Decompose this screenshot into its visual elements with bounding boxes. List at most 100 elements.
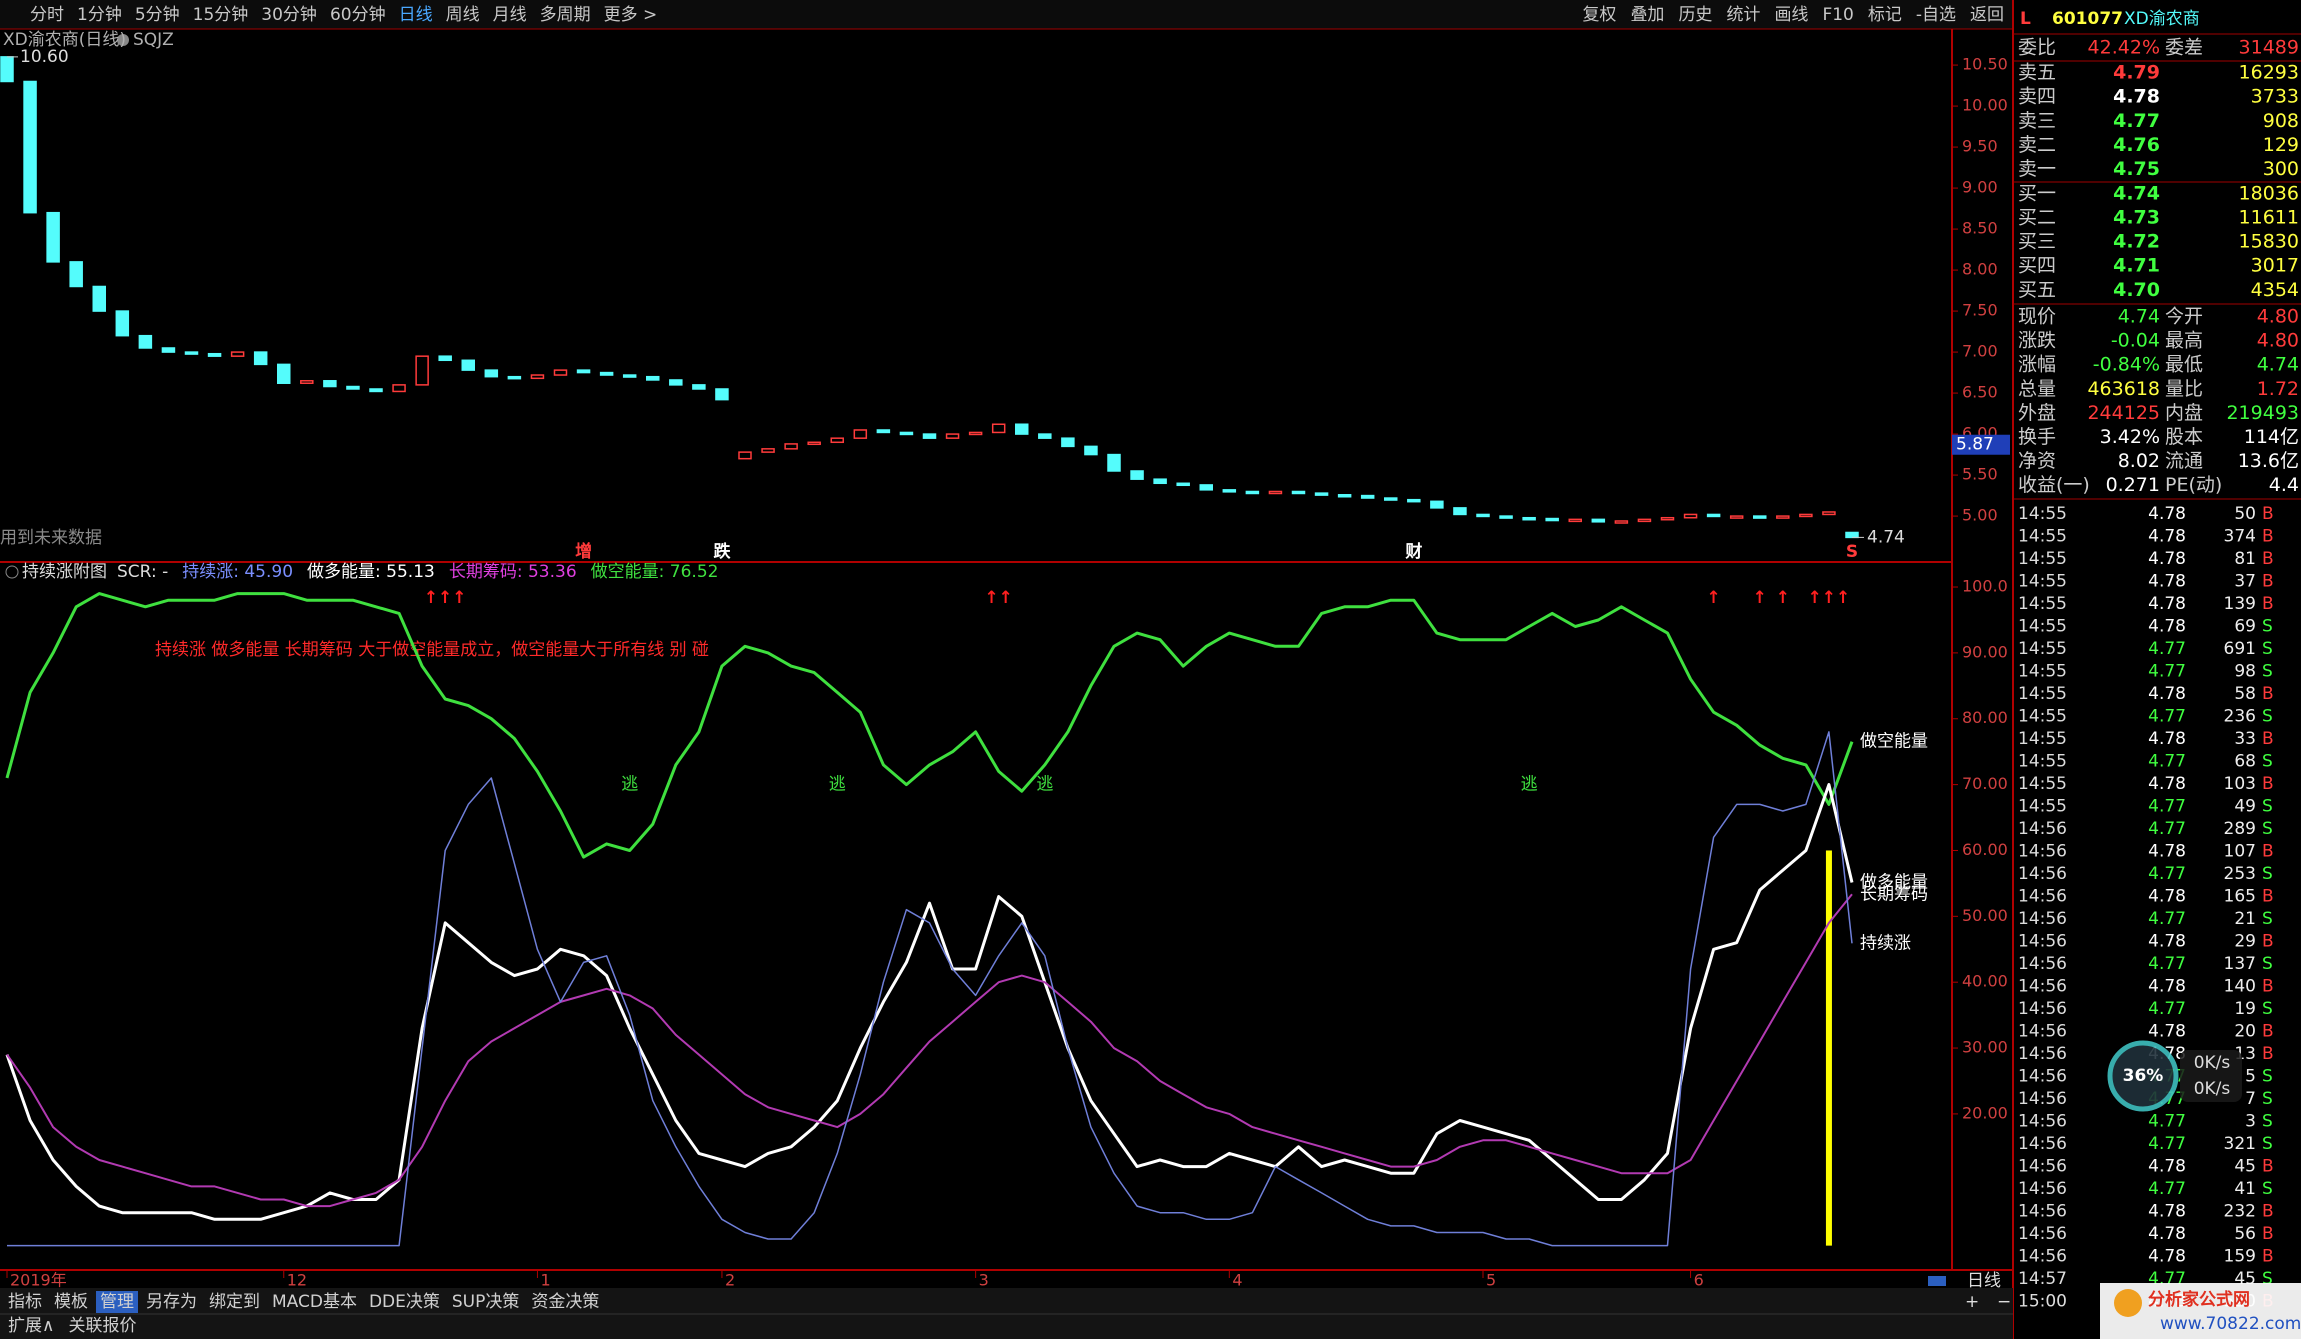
formula-tab[interactable]: 模板 [54,1292,88,1312]
candle [507,375,522,380]
signal-bar [1825,850,1832,1246]
candle [1568,518,1582,523]
trade-time: 14:55 [2018,729,2067,749]
formula-tab[interactable]: SUP决策 [452,1292,520,1312]
trade-side: B [2262,842,2274,862]
book-diff: 31489 [2239,37,2299,59]
tool-button[interactable]: -自选 [1916,5,1956,25]
zoom-button[interactable]: + [1965,1292,1979,1312]
formula-tab[interactable]: 指标 [8,1292,42,1312]
candle [1314,492,1329,496]
period-tab[interactable]: 分时 [30,5,64,25]
candle [784,443,798,450]
trade-time: 14:56 [2018,1224,2067,1244]
candle [968,431,983,436]
formula-tab[interactable]: 绑定到 [209,1292,260,1312]
trade-time: 14:55 [2018,684,2067,704]
y-tick-label: 7.00 [1962,342,1998,361]
formula-tab[interactable]: 另存为 [146,1292,197,1312]
candle [230,351,245,357]
high-label: 10.60 [20,47,69,67]
period-tab[interactable]: 15分钟 [193,5,249,25]
trade-side: S [2262,617,2273,637]
info-label: 股本 [2165,426,2203,448]
period-tab[interactable]: 更多 > [604,5,658,25]
period-tab[interactable]: 5分钟 [135,5,180,25]
info-label: 内盘 [2165,402,2203,424]
trade-time: 14:55 [2018,617,2067,637]
cursor-price-box [1952,434,2010,455]
candle [46,211,60,263]
candle [899,431,914,436]
tool-button[interactable]: 复权 [1582,5,1616,25]
formula-tab[interactable]: DDE决策 [369,1292,440,1312]
event-marker: S [1846,542,1858,562]
trade-volume: 289 [2224,819,2256,839]
escape-signal: 逃 [829,775,846,795]
book-ratio: 42.42% [2088,37,2160,59]
candle [1360,494,1375,499]
trade-time: 14:56 [2018,1112,2067,1132]
period-tab[interactable]: 60分钟 [330,5,386,25]
status-item[interactable]: 关联报价 [68,1316,136,1336]
formula-tab[interactable]: MACD基本 [272,1292,357,1312]
trade-price: 4.78 [2148,684,2186,704]
candle [369,388,383,393]
tool-button[interactable]: 历史 [1678,5,1712,25]
tool-button[interactable]: F10 [1822,5,1853,25]
y-tick-label: 5.00 [1962,506,1998,525]
candle [323,380,337,388]
trade-time: 14:57 [2018,1269,2067,1289]
trade-volume: 69 [2234,617,2256,637]
period-tab[interactable]: 日线 [399,5,433,25]
watermark-site: 分析家公式网 [2148,1289,2250,1310]
trade-time: 14:56 [2018,1022,2067,1042]
status-item[interactable]: 扩展∧ [8,1316,54,1336]
trade-side: S [2262,819,2273,839]
trade-volume: 139 [2224,594,2256,614]
trade-price: 4.78 [2148,617,2186,637]
period-tab[interactable]: 1分钟 [77,5,122,25]
candle [1199,484,1213,491]
indicator-name: SQJZ [133,30,174,50]
trade-price: 4.78 [2148,977,2186,997]
trade-side: B [2262,684,2274,704]
zoom-button[interactable]: − [1997,1292,2011,1312]
tool-button[interactable]: 画线 [1774,5,1808,25]
trade-price: 4.78 [2148,1202,2186,1222]
book-level: 买四 [2018,255,2056,277]
y-tick-label: 9.50 [1962,137,1998,156]
period-tab[interactable]: 多周期 [540,5,591,25]
info-value: 244125 [2087,402,2160,424]
period-tab[interactable]: 周线 [446,5,480,25]
candle [1222,489,1237,493]
candle [1637,518,1652,523]
formula-tab[interactable]: 管理 [100,1292,134,1312]
trade-price: 4.77 [2148,864,2186,884]
panel-separators [2013,33,2301,500]
tool-button[interactable]: 标记 [1868,5,1902,25]
buy-signal: ↑ [1753,588,1767,608]
trade-time: 14:55 [2018,752,2067,772]
trade-price: 4.77 [2148,819,2186,839]
y-tick-label: 20.00 [1962,1103,2008,1122]
period-tab[interactable]: 月线 [493,5,527,25]
tool-button[interactable]: 返回 [1970,5,2004,25]
buy-signal: ↑ [1707,588,1721,608]
book-price: 4.77 [2113,110,2160,132]
book-level: 卖五 [2018,62,2056,84]
candle [277,363,291,384]
trade-volume: 140 [2224,977,2256,997]
trade-volume: 159 [2224,1247,2256,1267]
period-tab[interactable]: 30分钟 [261,5,317,25]
formula-tab[interactable]: 资金决策 [531,1292,599,1312]
trade-time: 14:56 [2018,909,2067,929]
escape-signal: 逃 [1036,775,1053,795]
tool-button[interactable]: 叠加 [1630,5,1664,25]
candle [1061,437,1075,448]
trade-side: S [2262,864,2273,884]
candle [622,374,637,378]
tool-button[interactable]: 统计 [1726,5,1760,25]
trade-volume: 232 [2224,1202,2256,1222]
trade-price: 4.77 [2148,909,2186,929]
